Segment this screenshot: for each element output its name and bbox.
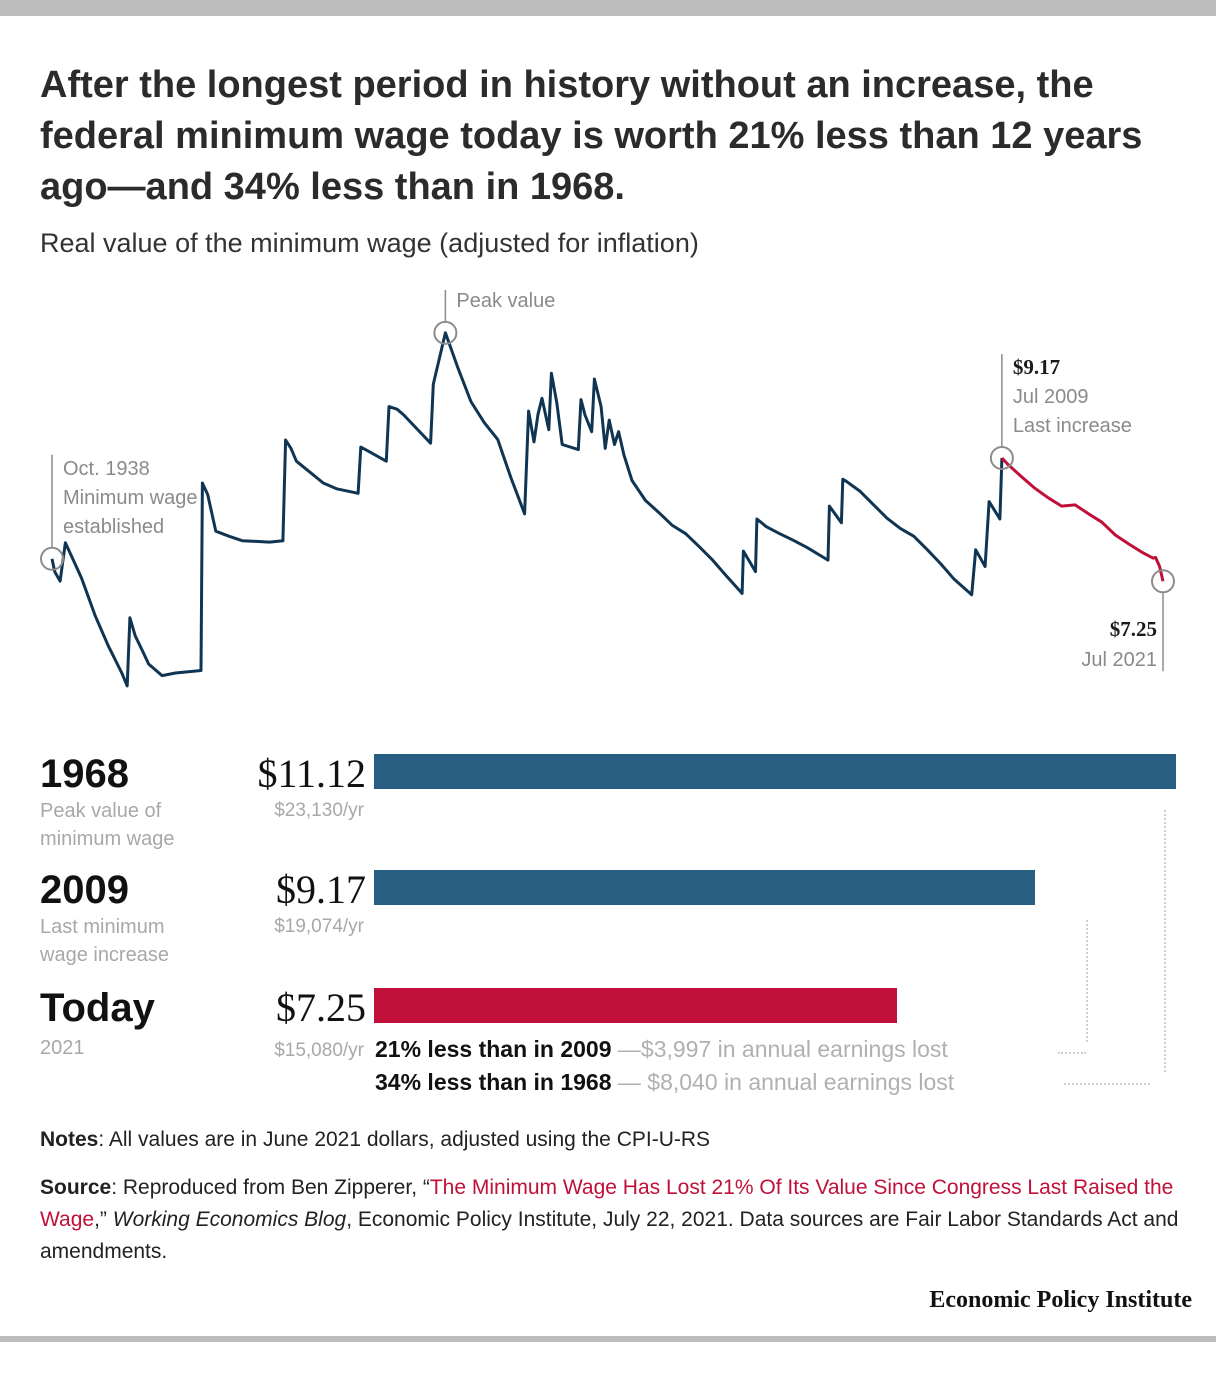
- annotation-marker: [989, 445, 1014, 470]
- bar-desc-line: minimum wage: [40, 828, 175, 850]
- annotation-marker: [433, 320, 458, 345]
- loss-pct: 34% less than in 1968: [375, 1069, 612, 1095]
- loss-vs-1968: 34% less than in 1968 — $8,040 in annual…: [375, 1069, 954, 1096]
- source-post: , Economic Policy Institute, July 22, 20…: [40, 1208, 1179, 1263]
- connector-2009-v: [1086, 920, 1088, 1042]
- source-link[interactable]: The Minimum Wage Has Lost 21% Of Its Val…: [40, 1176, 1174, 1231]
- source-label: Source: [40, 1176, 112, 1199]
- bar-year-1968: 1968: [40, 752, 129, 796]
- series-line-no-increase: [1000, 456, 1165, 582]
- notes-text: : All values are in June 2021 dollars, a…: [98, 1128, 711, 1151]
- bar-today: [374, 988, 897, 1023]
- connector-1968-h: [1064, 1083, 1150, 1085]
- bar-desc-today: 2021: [40, 1034, 85, 1062]
- loss-vs-2009: 21% less than in 2009 —$3,997 in annual …: [375, 1036, 948, 1063]
- bar-desc-line: wage increase: [40, 944, 169, 966]
- loss-earnings: — $8,040 in annual earnings lost: [611, 1069, 955, 1095]
- chart-title: After the longest period in history with…: [40, 64, 1143, 208]
- bottom-border: [0, 1336, 1216, 1342]
- bar-value-today: $7.25: [276, 985, 366, 1030]
- bar-annual-2009: $19,074/yr: [274, 916, 364, 937]
- loss-pct: 21% less than in 2009: [375, 1036, 612, 1062]
- annotation-desc: Minimum wage: [63, 487, 197, 509]
- annotation-label: Jul 2009: [1013, 386, 1089, 408]
- annotation-value: $9.17: [1013, 355, 1060, 379]
- annotation-marker: [1151, 569, 1175, 594]
- annotation-marker: [40, 546, 64, 571]
- source: Source: Reproduced from Ben Zipperer, “T…: [40, 1172, 1190, 1268]
- bar-desc-1968: Peak value of minimum wage: [40, 797, 174, 853]
- brand-logo-text: Economic Policy Institute: [929, 1287, 1192, 1313]
- annotation-label: Oct. 1938: [63, 458, 150, 480]
- notes-label: Notes: [40, 1128, 99, 1151]
- bar-2009: [374, 870, 1036, 905]
- connector-1968-v: [1164, 810, 1166, 1072]
- annotation-desc: Peak value: [456, 290, 555, 312]
- bar-year-today: Today: [40, 986, 155, 1030]
- bar-desc-2009: Last minimum wage increase: [40, 913, 169, 969]
- connector-2009-h: [1058, 1052, 1086, 1054]
- bar-desc-line: 2021: [40, 1037, 85, 1059]
- bar-annual-1968: $23,130/yr: [274, 800, 364, 821]
- source-blog: Working Economics Blog: [112, 1208, 347, 1231]
- bar-desc-line: Last minimum: [40, 916, 165, 938]
- chart-subtitle: Real value of the minimum wage (adjusted…: [40, 228, 699, 258]
- series-line-historical: [50, 331, 1004, 688]
- annotation-desc: established: [63, 516, 164, 538]
- notes: Notes: All values are in June 2021 dolla…: [40, 1128, 710, 1152]
- annotation-value: $7.25: [1110, 617, 1157, 641]
- bar-year-2009: 2009: [40, 868, 129, 912]
- bar-1968: [374, 754, 1176, 789]
- annotation-label: Jul 2021: [1081, 649, 1157, 671]
- bar-desc-line: Peak value of: [40, 800, 162, 822]
- loss-earnings: —$3,997 in annual earnings lost: [611, 1036, 948, 1062]
- source-mid: ,”: [94, 1208, 113, 1231]
- bar-value-1968: $11.12: [257, 751, 366, 796]
- chart-markers: [40, 320, 1175, 594]
- source-pre: : Reproduced from Ben Zipperer, “: [111, 1176, 430, 1199]
- top-border: [0, 0, 1216, 16]
- bar-annual-today: $15,080/yr: [274, 1040, 364, 1061]
- bar-value-2009: $9.17: [276, 867, 366, 912]
- annotation-desc: Last increase: [1013, 415, 1132, 437]
